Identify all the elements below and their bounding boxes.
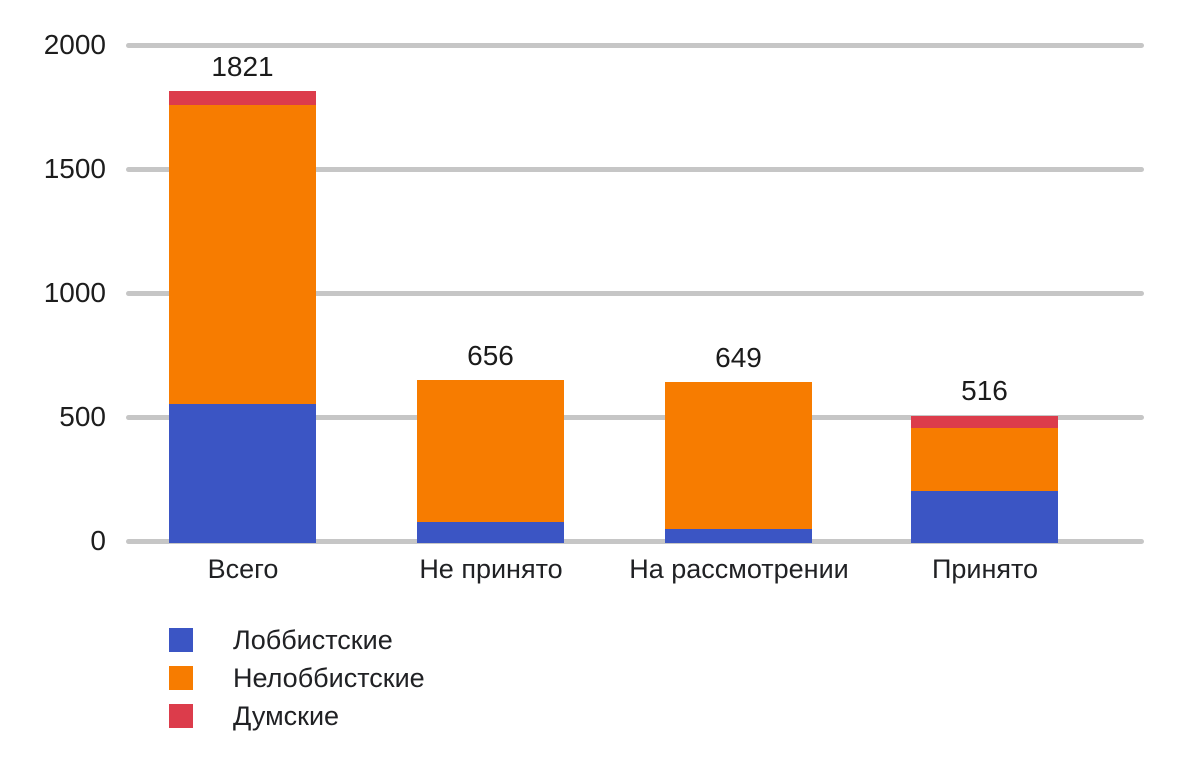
legend-label-nelobbistskie: Нелоббистские xyxy=(233,662,425,693)
y-tick-2000: 2000 xyxy=(43,29,106,60)
y-tick-1000: 1000 xyxy=(43,277,106,308)
x-label-vsego: Всего xyxy=(207,554,279,584)
bar-ne-prinyato xyxy=(417,380,564,543)
segment-nelobbistskie xyxy=(169,105,316,404)
x-label-ne-prinyato: Не принято xyxy=(419,554,563,584)
gridline-0 xyxy=(126,539,1144,544)
legend-row-nelobbistskie: Нелоббистские xyxy=(169,663,425,693)
legend-swatch-blue-icon xyxy=(169,628,193,652)
segment-lobbistskie xyxy=(911,491,1058,543)
gridline-500 xyxy=(126,415,1144,420)
bar-vsego xyxy=(169,91,316,543)
legend-label-lobbistskie: Лоббистские xyxy=(233,624,393,655)
legend-swatch-orange-icon xyxy=(169,666,193,690)
segment-nelobbistskie xyxy=(665,382,812,529)
legend: Лоббистские Нелоббистские Думские xyxy=(169,625,425,742)
total-label-na-rassmotrenii: 649 xyxy=(715,342,762,373)
x-label-na-rassmotrenii: На рассмотрении xyxy=(629,554,849,584)
total-label-vsego: 1821 xyxy=(211,51,274,82)
gridline-1500 xyxy=(126,167,1144,172)
segment-nelobbistskie xyxy=(417,380,564,522)
legend-row-lobbistskie: Лоббистские xyxy=(169,625,425,655)
segment-nelobbistskie xyxy=(911,428,1058,491)
bar-na-rassmotrenii xyxy=(665,382,812,543)
segment-dumskie xyxy=(911,416,1058,428)
y-tick-0: 0 xyxy=(90,525,106,556)
legend-label-dumskie: Думские xyxy=(233,700,340,731)
total-label-ne-prinyato: 656 xyxy=(467,340,514,371)
legend-row-dumskie: Думские xyxy=(169,701,425,731)
y-tick-1500: 1500 xyxy=(43,153,106,184)
segment-lobbistskie xyxy=(169,404,316,543)
x-label-prinyato: Принято xyxy=(931,554,1039,584)
gridline-2000 xyxy=(126,43,1144,48)
gridline-1000 xyxy=(126,291,1144,296)
y-tick-500: 500 xyxy=(59,401,106,432)
segment-dumskie xyxy=(169,91,316,105)
segment-lobbistskie xyxy=(417,522,564,543)
bar-prinyato xyxy=(911,416,1058,543)
legend-swatch-red-icon xyxy=(169,704,193,728)
segment-lobbistskie xyxy=(665,529,812,543)
total-label-prinyato: 516 xyxy=(961,375,1008,406)
